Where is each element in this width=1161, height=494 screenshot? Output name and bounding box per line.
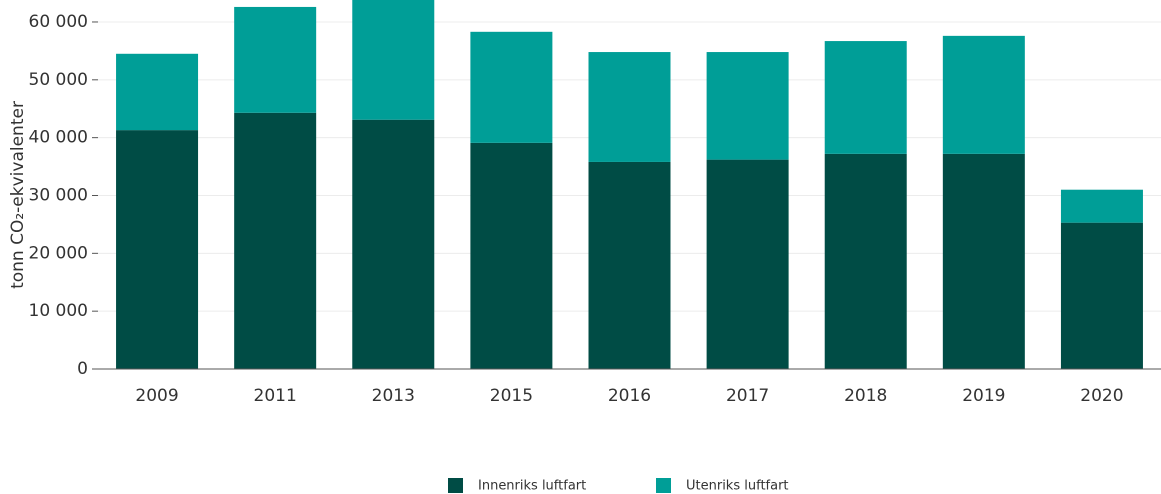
bar-segment xyxy=(1060,222,1143,369)
bar-segment xyxy=(824,153,907,369)
legend-label: Innenriks luftfart xyxy=(478,479,586,494)
x-tick-label: 2013 xyxy=(372,386,415,406)
x-tick-label: 2016 xyxy=(608,386,651,406)
legend-label: Utenriks luftfart xyxy=(686,479,789,494)
x-tick-label: 2018 xyxy=(844,386,887,406)
legend-swatch xyxy=(448,478,463,493)
y-axis-label: tonn CO₂-ekvivalenter xyxy=(8,101,28,289)
bar-segment xyxy=(942,35,1025,154)
bar-segment xyxy=(352,0,435,120)
bar-segment xyxy=(706,159,789,369)
y-tick-label: 10 000 xyxy=(29,301,88,321)
bar-segment xyxy=(116,53,199,131)
x-tick-label: 2017 xyxy=(726,386,769,406)
y-tick-label: 0 xyxy=(77,359,88,379)
x-tick-label: 2019 xyxy=(962,386,1005,406)
bar-segment xyxy=(588,161,671,369)
y-tick-label: 40 000 xyxy=(29,128,88,148)
bar-segment xyxy=(588,52,671,162)
x-tick-label: 2020 xyxy=(1080,386,1123,406)
bar-segment xyxy=(824,41,907,154)
x-tick-label: 2009 xyxy=(135,386,178,406)
legend-swatch xyxy=(656,478,671,493)
bar-segment xyxy=(234,112,317,369)
bar-segment xyxy=(706,52,789,160)
bar-segment xyxy=(1060,189,1143,223)
bar-segment xyxy=(234,6,317,113)
bar-segment xyxy=(352,119,435,370)
x-tick-label: 2015 xyxy=(490,386,533,406)
x-tick-label: 2011 xyxy=(254,386,297,406)
bar-segment xyxy=(116,130,199,369)
y-tick-label: 30 000 xyxy=(29,185,88,205)
bar-segment xyxy=(470,31,553,143)
y-tick-label: 20 000 xyxy=(29,243,88,263)
bar-segment xyxy=(470,142,553,369)
y-tick-label: 60 000 xyxy=(29,12,88,32)
y-tick-label: 50 000 xyxy=(29,70,88,90)
bar-segment xyxy=(942,153,1025,369)
